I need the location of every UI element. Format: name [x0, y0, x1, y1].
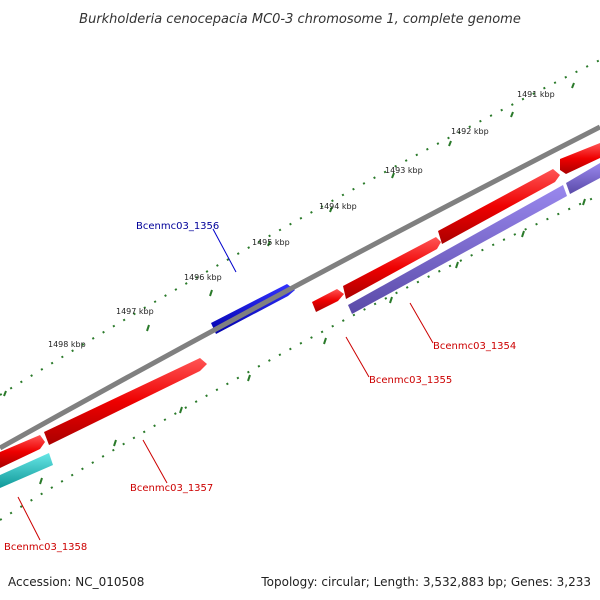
tick-label-1496: 1496 kbp — [184, 273, 222, 282]
tick-label-1498: 1498 kbp — [48, 340, 86, 349]
map-title: Burkholderia cenocepacia MC0-3 chromosom… — [79, 12, 521, 27]
leader-line-1357 — [142, 439, 168, 484]
gene-reverse-top-right[interactable] — [566, 163, 600, 194]
leader-line-1354 — [409, 302, 434, 344]
gene-label-1355[interactable]: Bcenmc03_1355 — [369, 375, 452, 386]
leader-line-1358 — [17, 496, 41, 541]
reverse-strand-genes — [0, 163, 600, 488]
gene-forward-left[interactable] — [0, 435, 45, 468]
outer-tick-ring — [0, 59, 600, 397]
tick-label-1494: 1494 kbp — [319, 202, 357, 211]
leader-line-1356 — [212, 228, 237, 273]
tick-label-1491: 1491 kbp — [517, 90, 555, 99]
tick-label-1493: 1493 kbp — [385, 166, 423, 175]
inner-tick-ring — [0, 194, 600, 521]
tick-label-1495: 1495 kbp — [252, 238, 290, 247]
gene-label-1356[interactable]: Bcenmc03_1356 — [136, 221, 219, 232]
genome-summary-text: Topology: circular; Length: 3,532,883 bp… — [260, 575, 591, 589]
gene-label-1357[interactable]: Bcenmc03_1357 — [130, 483, 213, 494]
gene-forward-b[interactable] — [438, 169, 560, 244]
forward-strand-genes — [0, 143, 600, 468]
accession-text: Accession: NC_010508 — [8, 575, 144, 589]
gene-bcenmc03-1354-fwd[interactable] — [343, 237, 441, 299]
gene-bcenmc03-1355[interactable] — [312, 289, 344, 312]
gene-bcenmc03-1354[interactable] — [348, 185, 567, 314]
gene-label-1358[interactable]: Bcenmc03_1358 — [4, 542, 87, 553]
chromosome-backbone — [0, 124, 600, 451]
leader-line-1355 — [345, 336, 370, 378]
gene-bcenmc03-1357[interactable] — [44, 358, 207, 445]
tick-label-1492: 1492 kbp — [451, 127, 489, 136]
gene-label-1354[interactable]: Bcenmc03_1354 — [433, 341, 516, 352]
gene-bcenmc03-1358[interactable] — [0, 453, 53, 488]
gene-forward-top-right[interactable] — [560, 143, 600, 174]
tick-label-1497: 1497 kbp — [116, 307, 154, 316]
